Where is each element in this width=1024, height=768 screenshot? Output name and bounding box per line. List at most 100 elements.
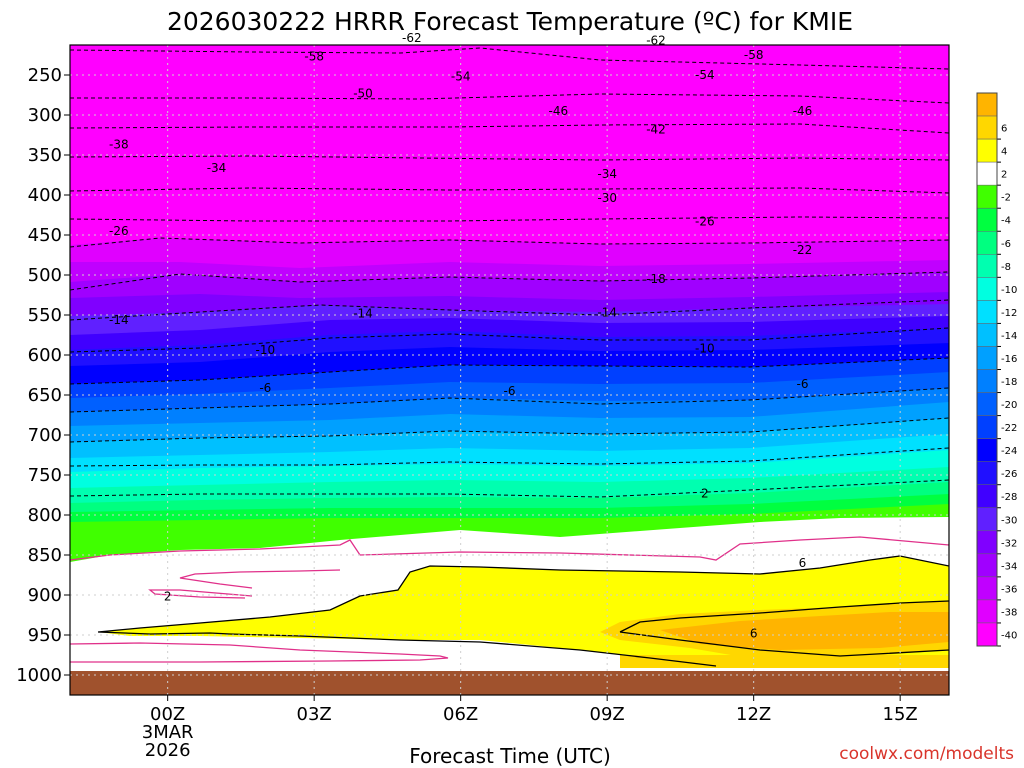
colorbar-label: -36 <box>1001 584 1017 595</box>
colorbar-label: -8 <box>1001 262 1011 273</box>
x-tick-label: 09Z <box>590 704 625 725</box>
colorbar-label: -30 <box>1001 515 1017 526</box>
colorbar-swatch <box>976 461 998 485</box>
y-tick-label: 500 <box>28 265 62 286</box>
colorbar-swatch <box>976 300 998 324</box>
y-tick-label: 250 <box>28 65 62 86</box>
contour-label: -10 <box>695 342 715 356</box>
colorbar-swatch <box>976 530 998 555</box>
contour-line <box>70 357 949 385</box>
colorbar-swatch <box>976 369 998 393</box>
colorbar-label: -2 <box>1001 193 1011 204</box>
colorbar-swatch <box>976 115 998 140</box>
colorbar-swatch <box>976 553 998 578</box>
contour-label: -46 <box>549 104 569 118</box>
colorbar-swatch <box>976 277 998 301</box>
colorbar-swatch <box>976 622 998 647</box>
colorbar-swatch <box>976 231 998 255</box>
x-tick-label: 06Z <box>443 704 478 725</box>
colorbar-swatch <box>976 507 998 532</box>
colorbar-swatch <box>976 599 998 624</box>
contour-line <box>70 187 949 194</box>
colorbar-swatch <box>976 576 998 601</box>
colorbar-swatch <box>976 161 998 186</box>
gridlines <box>70 45 949 695</box>
contour-label: -10 <box>256 343 276 357</box>
freezing-contour <box>148 589 253 599</box>
x-tick-date: 2026 <box>145 740 191 761</box>
colorbar-label: -22 <box>1001 423 1017 434</box>
contour-labels: -62 -62-58 -58-54 -54-50-46 -46-42-38-34 -34-… <box>109 31 812 640</box>
y-tick-label: 600 <box>28 345 62 366</box>
y-tick-label: 350 <box>28 145 62 166</box>
contour-lines <box>70 47 949 498</box>
x-tick-label: 03Z <box>297 704 332 725</box>
contour-label: -50 <box>353 86 373 100</box>
colorbar-label: -16 <box>1001 354 1017 365</box>
contour-line <box>70 237 949 248</box>
colorbar-label: -20 <box>1001 400 1017 411</box>
plot-frame <box>69 44 950 696</box>
colorbar-label: -34 <box>1001 561 1017 572</box>
contour-line <box>70 299 949 321</box>
y-tick-label: 700 <box>28 425 62 446</box>
contour-label: -54 <box>451 70 471 84</box>
y-tick-label: 1000 <box>16 665 62 686</box>
colorbar-frame <box>976 92 998 647</box>
contour-line <box>70 417 949 443</box>
colorbar-label: -14 <box>1001 331 1017 342</box>
y-tick-label: 950 <box>28 625 62 646</box>
contour-label: -14 <box>353 306 373 320</box>
x-tick-label: 00Z <box>150 704 185 725</box>
y-tick-label: 650 <box>28 385 62 406</box>
colorbar-label: -6 <box>1001 239 1011 250</box>
y-tick-label: 850 <box>28 545 62 566</box>
colorbar-swatch <box>976 207 998 232</box>
colorbar: 6 4 2 -2 -4 -6 -8 -10 -12 -14 -16 -18 -20 -22 -24 -26 -2… <box>976 92 1017 647</box>
surface-warm-strip <box>620 655 949 668</box>
contour-line <box>70 387 949 413</box>
colorbar-swatch <box>976 92 998 117</box>
colorbar-label: -38 <box>1001 607 1017 618</box>
contour-line <box>70 47 949 70</box>
contour-label: -58 <box>744 48 764 62</box>
colorbar-label: -10 <box>1001 285 1017 296</box>
contour-label: -34 <box>597 167 617 181</box>
contour-label: -14 <box>597 306 617 320</box>
contour-label: -26 <box>695 214 715 228</box>
contour-line <box>70 479 949 498</box>
x-tick-date: 3MAR <box>142 722 194 743</box>
contour-label: 2 <box>701 486 709 500</box>
x-tick-label: 12Z <box>736 704 771 725</box>
contour-label: -18 <box>646 272 666 286</box>
y-axis: 250 300 350 400 450 500 550 600 650 700 750 800 850 9… <box>16 65 70 686</box>
colorbar-swatch <box>976 184 998 209</box>
colorbar-label: -18 <box>1001 377 1017 388</box>
colorbar-swatch <box>976 484 998 509</box>
colorbar-label: -40 <box>1001 630 1017 641</box>
colorbar-label: -12 <box>1001 308 1017 319</box>
y-tick-label: 400 <box>28 185 62 206</box>
contour-label: -14 <box>109 313 129 327</box>
y-tick-label: 450 <box>28 225 62 246</box>
colorbar-swatch <box>976 415 998 439</box>
contour-line <box>70 123 949 134</box>
contour-label: -42 <box>646 122 666 136</box>
contour-label: -54 <box>695 68 715 82</box>
chart-title: 2026030222 HRRR Forecast Temperature (ºC… <box>167 7 853 36</box>
colorbar-swatch <box>976 138 998 163</box>
contour-line <box>70 93 949 104</box>
colorbar-label: -28 <box>1001 492 1017 503</box>
colorbar-label: 2 <box>1001 170 1007 181</box>
y-tick-label: 300 <box>28 105 62 126</box>
colorbar-label: 6 <box>1001 124 1007 135</box>
contour-label: -62 <box>646 34 666 48</box>
contour-label: -62 <box>402 31 422 45</box>
x-axis-label: Forecast Time (UTC) <box>409 744 611 768</box>
colorbar-label: -4 <box>1001 216 1011 227</box>
colorbar-label: -24 <box>1001 446 1017 457</box>
colorbar-swatch <box>976 438 998 462</box>
colorbar-swatch <box>976 254 998 278</box>
contour-label: 6 <box>799 556 807 570</box>
